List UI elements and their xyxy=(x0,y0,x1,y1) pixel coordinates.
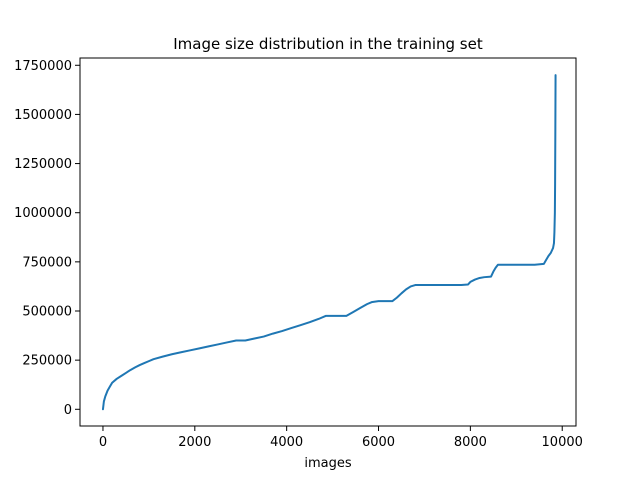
y-tick-label: 500000 xyxy=(22,305,72,320)
y-tick-label: 1750000 xyxy=(14,59,72,74)
x-tick-label: 6000 xyxy=(362,435,395,450)
x-tick-label: 10000 xyxy=(542,435,583,450)
series-line xyxy=(101,74,557,411)
x-axis-title: images xyxy=(304,456,351,471)
y-tick-label: 1250000 xyxy=(14,157,72,172)
x-tick-label: 4000 xyxy=(270,435,303,450)
plot-frame xyxy=(79,57,577,427)
y-tick-label: 0 xyxy=(64,403,72,418)
chart-title: Image size distribution in the training … xyxy=(173,35,483,53)
x-tick-label: 2000 xyxy=(178,435,211,450)
y-tick-label: 1000000 xyxy=(14,206,72,221)
y-tick-label: 250000 xyxy=(22,354,72,369)
y-tick-label: 1500000 xyxy=(14,108,72,123)
plot-area xyxy=(80,58,576,426)
x-tick-label: 0 xyxy=(99,435,107,450)
x-tick-label: 8000 xyxy=(454,435,487,450)
y-tick-label: 750000 xyxy=(22,255,72,270)
